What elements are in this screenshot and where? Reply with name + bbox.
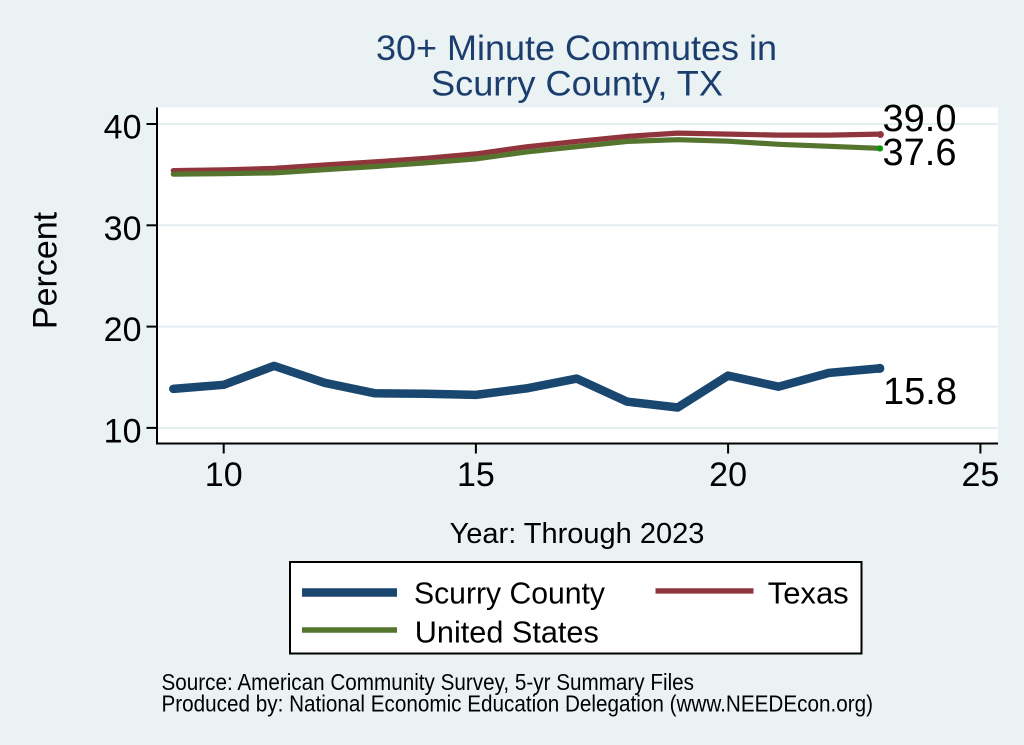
svg-text:30: 30 (104, 210, 142, 248)
svg-text:Produced by: National Economic: Produced by: National Economic Education… (162, 691, 874, 717)
svg-text:Source: American Community Sur: Source: American Community Survey, 5-yr … (162, 669, 695, 695)
svg-text:Scurry County, TX: Scurry County, TX (431, 65, 723, 104)
svg-text:United States: United States (415, 615, 599, 650)
svg-text:37.6: 37.6 (883, 132, 957, 174)
svg-text:30+ Minute Commutes in: 30+ Minute Commutes in (376, 29, 777, 68)
svg-text:Texas: Texas (768, 576, 849, 611)
svg-text:40: 40 (104, 109, 142, 147)
svg-text:10: 10 (104, 412, 142, 450)
svg-text:Percent: Percent (27, 211, 65, 329)
svg-text:Year: Through 2023: Year: Through 2023 (450, 518, 705, 550)
svg-text:39.0: 39.0 (883, 98, 957, 140)
svg-text:25: 25 (961, 456, 999, 494)
svg-text:15: 15 (457, 456, 495, 494)
svg-text:15.8: 15.8 (883, 371, 957, 413)
svg-text:Scurry County: Scurry County (414, 576, 605, 611)
svg-text:10: 10 (205, 456, 243, 494)
svg-text:20: 20 (709, 456, 747, 494)
svg-text:20: 20 (104, 311, 142, 349)
